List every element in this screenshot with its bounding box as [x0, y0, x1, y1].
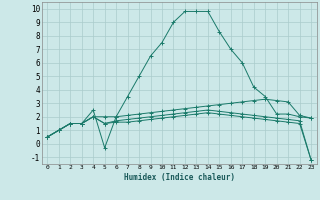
X-axis label: Humidex (Indice chaleur): Humidex (Indice chaleur)	[124, 173, 235, 182]
